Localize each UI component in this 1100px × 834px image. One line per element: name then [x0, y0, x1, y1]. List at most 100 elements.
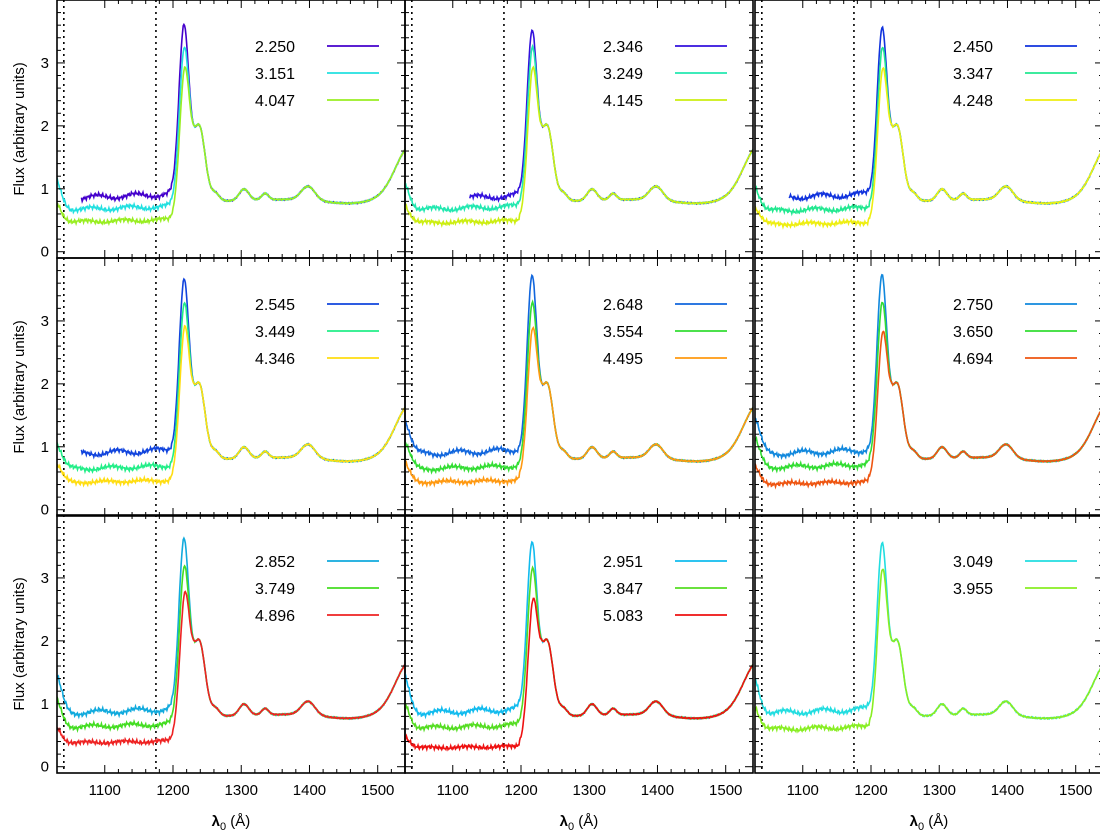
y-tick-label: 2 — [41, 118, 49, 135]
series-line-3.554 — [405, 299, 753, 475]
panel-frame — [56, 0, 406, 259]
x-axis-label: λ0 (Å) — [910, 813, 949, 833]
legend-label: 2.951 — [603, 554, 643, 571]
legend-label: 3.449 — [255, 324, 295, 341]
legend-label: 3.347 — [953, 66, 993, 83]
x-tick-label: 1300 — [225, 782, 258, 799]
panel-frame — [404, 514, 754, 774]
panel-3: 2.450 3.347 4.248 — [754, 0, 1100, 259]
series-line-2.750 — [755, 273, 1100, 464]
series-line-3.049 — [755, 541, 1100, 721]
legend-label: 3.049 — [953, 554, 993, 571]
legend-label: 4.495 — [603, 351, 643, 368]
y-tick-label: 0 — [41, 244, 49, 261]
y-tick-label: 2 — [41, 376, 49, 393]
legend-label: 3.749 — [255, 581, 295, 598]
series-line-3.650 — [755, 301, 1100, 474]
series-line-2.951 — [405, 540, 753, 721]
x-tick-label: 1400 — [991, 782, 1024, 799]
y-tick-label: 2 — [41, 633, 49, 650]
y-tick-label: 3 — [41, 313, 49, 330]
series-line-4.495 — [405, 325, 753, 489]
panel-frame — [56, 257, 406, 517]
legend-label: 2.852 — [255, 554, 295, 571]
x-tick-label: 1200 — [854, 782, 887, 799]
panel-frame — [754, 257, 1100, 517]
series-line-4.694 — [755, 330, 1100, 490]
legend-label: 3.151 — [255, 66, 295, 83]
legend-label: 2.450 — [953, 39, 993, 56]
x-tick-label: 1400 — [641, 782, 674, 799]
series-line-4.346 — [57, 324, 405, 488]
y-tick-label: 1 — [41, 181, 49, 198]
series-line-4.047 — [57, 65, 405, 227]
series-line-3.249 — [405, 43, 753, 214]
legend-label: 4.694 — [953, 351, 993, 368]
series-line-2.852 — [57, 536, 405, 721]
series-line-5.083 — [405, 597, 753, 753]
series-line-2.545 — [80, 277, 405, 464]
x-tick-label: 1400 — [293, 782, 326, 799]
y-tick-label: 3 — [41, 55, 49, 72]
x-tick-label: 1100 — [89, 782, 121, 799]
x-tick-label: 1100 — [437, 782, 469, 799]
legend-label: 4.346 — [255, 351, 295, 368]
panel-frame — [404, 257, 754, 517]
legend-label: 3.554 — [603, 324, 643, 341]
panel-frame — [404, 0, 754, 259]
x-tick-label: 1500 — [361, 782, 394, 799]
legend-label: 3.847 — [603, 581, 643, 598]
y-tick-label: 1 — [41, 439, 49, 456]
series-line-3.749 — [57, 564, 405, 733]
legend-label: 2.346 — [603, 39, 643, 56]
x-tick-label: 1500 — [1059, 782, 1092, 799]
legend-label: 2.750 — [953, 297, 993, 314]
y-tick-label: 0 — [41, 759, 49, 776]
legend-label: 4.248 — [953, 93, 993, 110]
x-axis-label: λ0 (Å) — [212, 813, 251, 833]
panel-2: 2.346 3.249 4.145 — [404, 0, 754, 259]
legend-label: 4.145 — [603, 93, 643, 110]
legend-label: 2.648 — [603, 297, 643, 314]
x-tick-label: 1100 — [787, 782, 819, 799]
panel-4: 2.545 3.449 4.346 0 1 2 3 — [41, 257, 406, 519]
y-tick-label: 0 — [41, 502, 49, 519]
series-line-3.955 — [755, 568, 1100, 734]
series-line-4.248 — [755, 66, 1100, 230]
legend-label: 4.047 — [255, 93, 295, 110]
legend-label: 2.545 — [255, 297, 295, 314]
x-tick-label: 1200 — [504, 782, 537, 799]
legend-label: 3.955 — [953, 581, 993, 598]
panel-9: 3.049 3.955 1100 1200 1300 1400 1500 — [754, 514, 1100, 799]
series-line-4.145 — [405, 65, 753, 228]
panel-frame — [56, 514, 406, 774]
x-tick-label: 1200 — [156, 782, 189, 799]
legend-label: 5.083 — [603, 608, 643, 625]
series-line-2.346 — [469, 29, 753, 206]
series-line-4.896 — [57, 590, 405, 748]
series-line-3.449 — [57, 301, 405, 475]
y-axis-label: Flux (arbitrary units) — [11, 320, 28, 453]
series-line-2.250 — [80, 22, 405, 206]
panel-7: 2.852 3.749 4.896 1100 1200 1300 1400 1500 0 1 2 3 — [41, 514, 406, 799]
panel-frame — [754, 514, 1100, 774]
x-axis-label: λ0 (Å) — [560, 813, 599, 833]
series-line-3.847 — [405, 565, 753, 733]
y-tick-label: 1 — [41, 696, 49, 713]
legend-label: 4.896 — [255, 608, 295, 625]
x-tick-label: 1300 — [923, 782, 956, 799]
panel-6: 2.750 3.650 4.694 — [754, 257, 1100, 517]
panel-1: 2.250 3.151 4.047 0 1 2 3 — [41, 0, 406, 261]
panel-8: 2.951 3.847 5.083 1100 1200 1300 1400 1500 — [404, 514, 754, 799]
y-axis-label: Flux (arbitrary units) — [11, 62, 28, 195]
x-tick-label: 1300 — [573, 782, 606, 799]
legend-label: 3.650 — [953, 324, 993, 341]
legend-label: 3.249 — [603, 66, 643, 83]
y-axis-label: Flux (arbitrary units) — [11, 577, 28, 710]
x-tick-label: 1500 — [709, 782, 742, 799]
series-line-2.450 — [788, 25, 1100, 206]
y-tick-label: 3 — [41, 570, 49, 587]
panel-5: 2.648 3.554 4.495 — [404, 257, 754, 517]
legend-label: 2.250 — [255, 39, 295, 56]
